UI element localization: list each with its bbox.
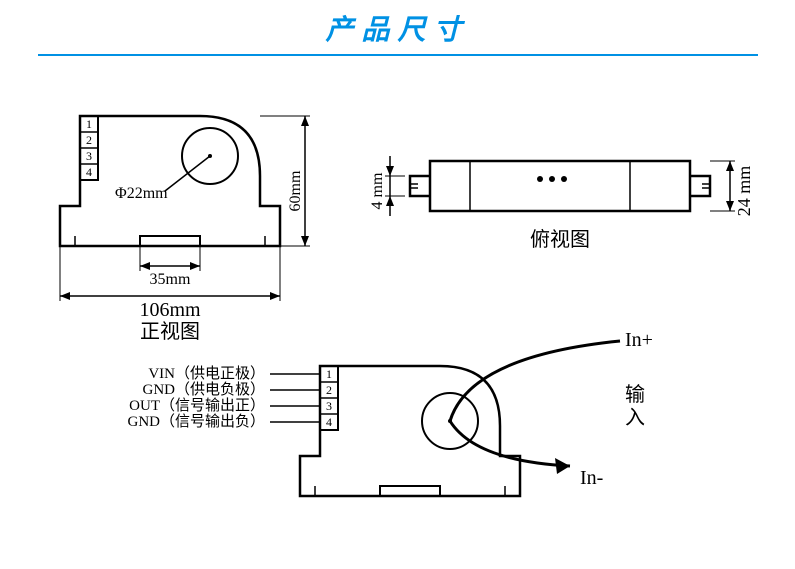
pin-1b: 1: [326, 367, 332, 381]
in-plus-label: In+: [625, 329, 653, 351]
pin-2b: 2: [326, 383, 332, 397]
pin-3b: 3: [326, 399, 332, 413]
top-view: 4 mm 24 mm 俯视图: [369, 156, 754, 251]
pin-3: 3: [86, 149, 92, 163]
pin-block-pinout: 1 2 3 4: [320, 366, 338, 430]
pin-label-3: OUT（信号输出正）: [129, 397, 265, 414]
dim-4mm-label: 4 mm: [369, 172, 386, 209]
pinout-slot: [380, 486, 440, 496]
front-view: 1 2 3 4 Φ22mm 60mm 35mm: [60, 116, 310, 343]
pin-4b: 4: [326, 415, 332, 429]
pin-label-1: VIN（供电正极）: [148, 365, 265, 382]
front-slot: [140, 236, 200, 246]
pin-label-4: GND（信号输出负）: [128, 413, 266, 430]
dim-106mm-label: 106mm: [139, 299, 201, 321]
in-minus-label: In-: [580, 467, 603, 489]
arrowhead-icon: [555, 458, 570, 474]
top-view-label: 俯视图: [530, 228, 590, 251]
dot-icon: [549, 176, 555, 182]
pin-4: 4: [86, 165, 92, 179]
top-tab-right: [690, 176, 710, 196]
diagram-area: 1 2 3 4 Φ22mm 60mm 35mm: [0, 56, 795, 556]
pin-2: 2: [86, 133, 92, 147]
pin-callouts: VIN（供电正极） GND（供电负极） OUT（信号输出正） GND（信号输出负…: [128, 365, 321, 430]
page-title: 产品尺寸: [325, 14, 469, 45]
hole-label: Φ22mm: [115, 185, 168, 202]
top-body: [430, 161, 690, 211]
dim-60mm-label: 60mm: [287, 170, 304, 211]
pin-block-front: 1 2 3 4: [80, 116, 98, 180]
dot-icon: [561, 176, 567, 182]
top-tab-left: [410, 176, 430, 196]
input-label-2: 入: [625, 407, 645, 429]
dim-24mm: 24 mm: [710, 161, 754, 216]
pin-1: 1: [86, 117, 92, 131]
dim-4mm: 4 mm: [369, 156, 405, 216]
title-bar: 产品尺寸: [0, 0, 795, 56]
pinout-view: 1 2 3 4 VIN（供电正极） GND（供电负极） OUT（信号输出正） G…: [128, 329, 653, 496]
dot-icon: [537, 176, 543, 182]
front-view-label: 正视图: [140, 320, 200, 343]
dim-24mm-label: 24 mm: [734, 166, 754, 217]
dim-60mm: 60mm: [260, 116, 310, 246]
dim-35mm: 35mm: [140, 246, 200, 288]
input-label-1: 输: [625, 383, 645, 406]
pin-label-2: GND（供电负极）: [143, 381, 266, 398]
dim-35mm-label: 35mm: [150, 271, 191, 288]
